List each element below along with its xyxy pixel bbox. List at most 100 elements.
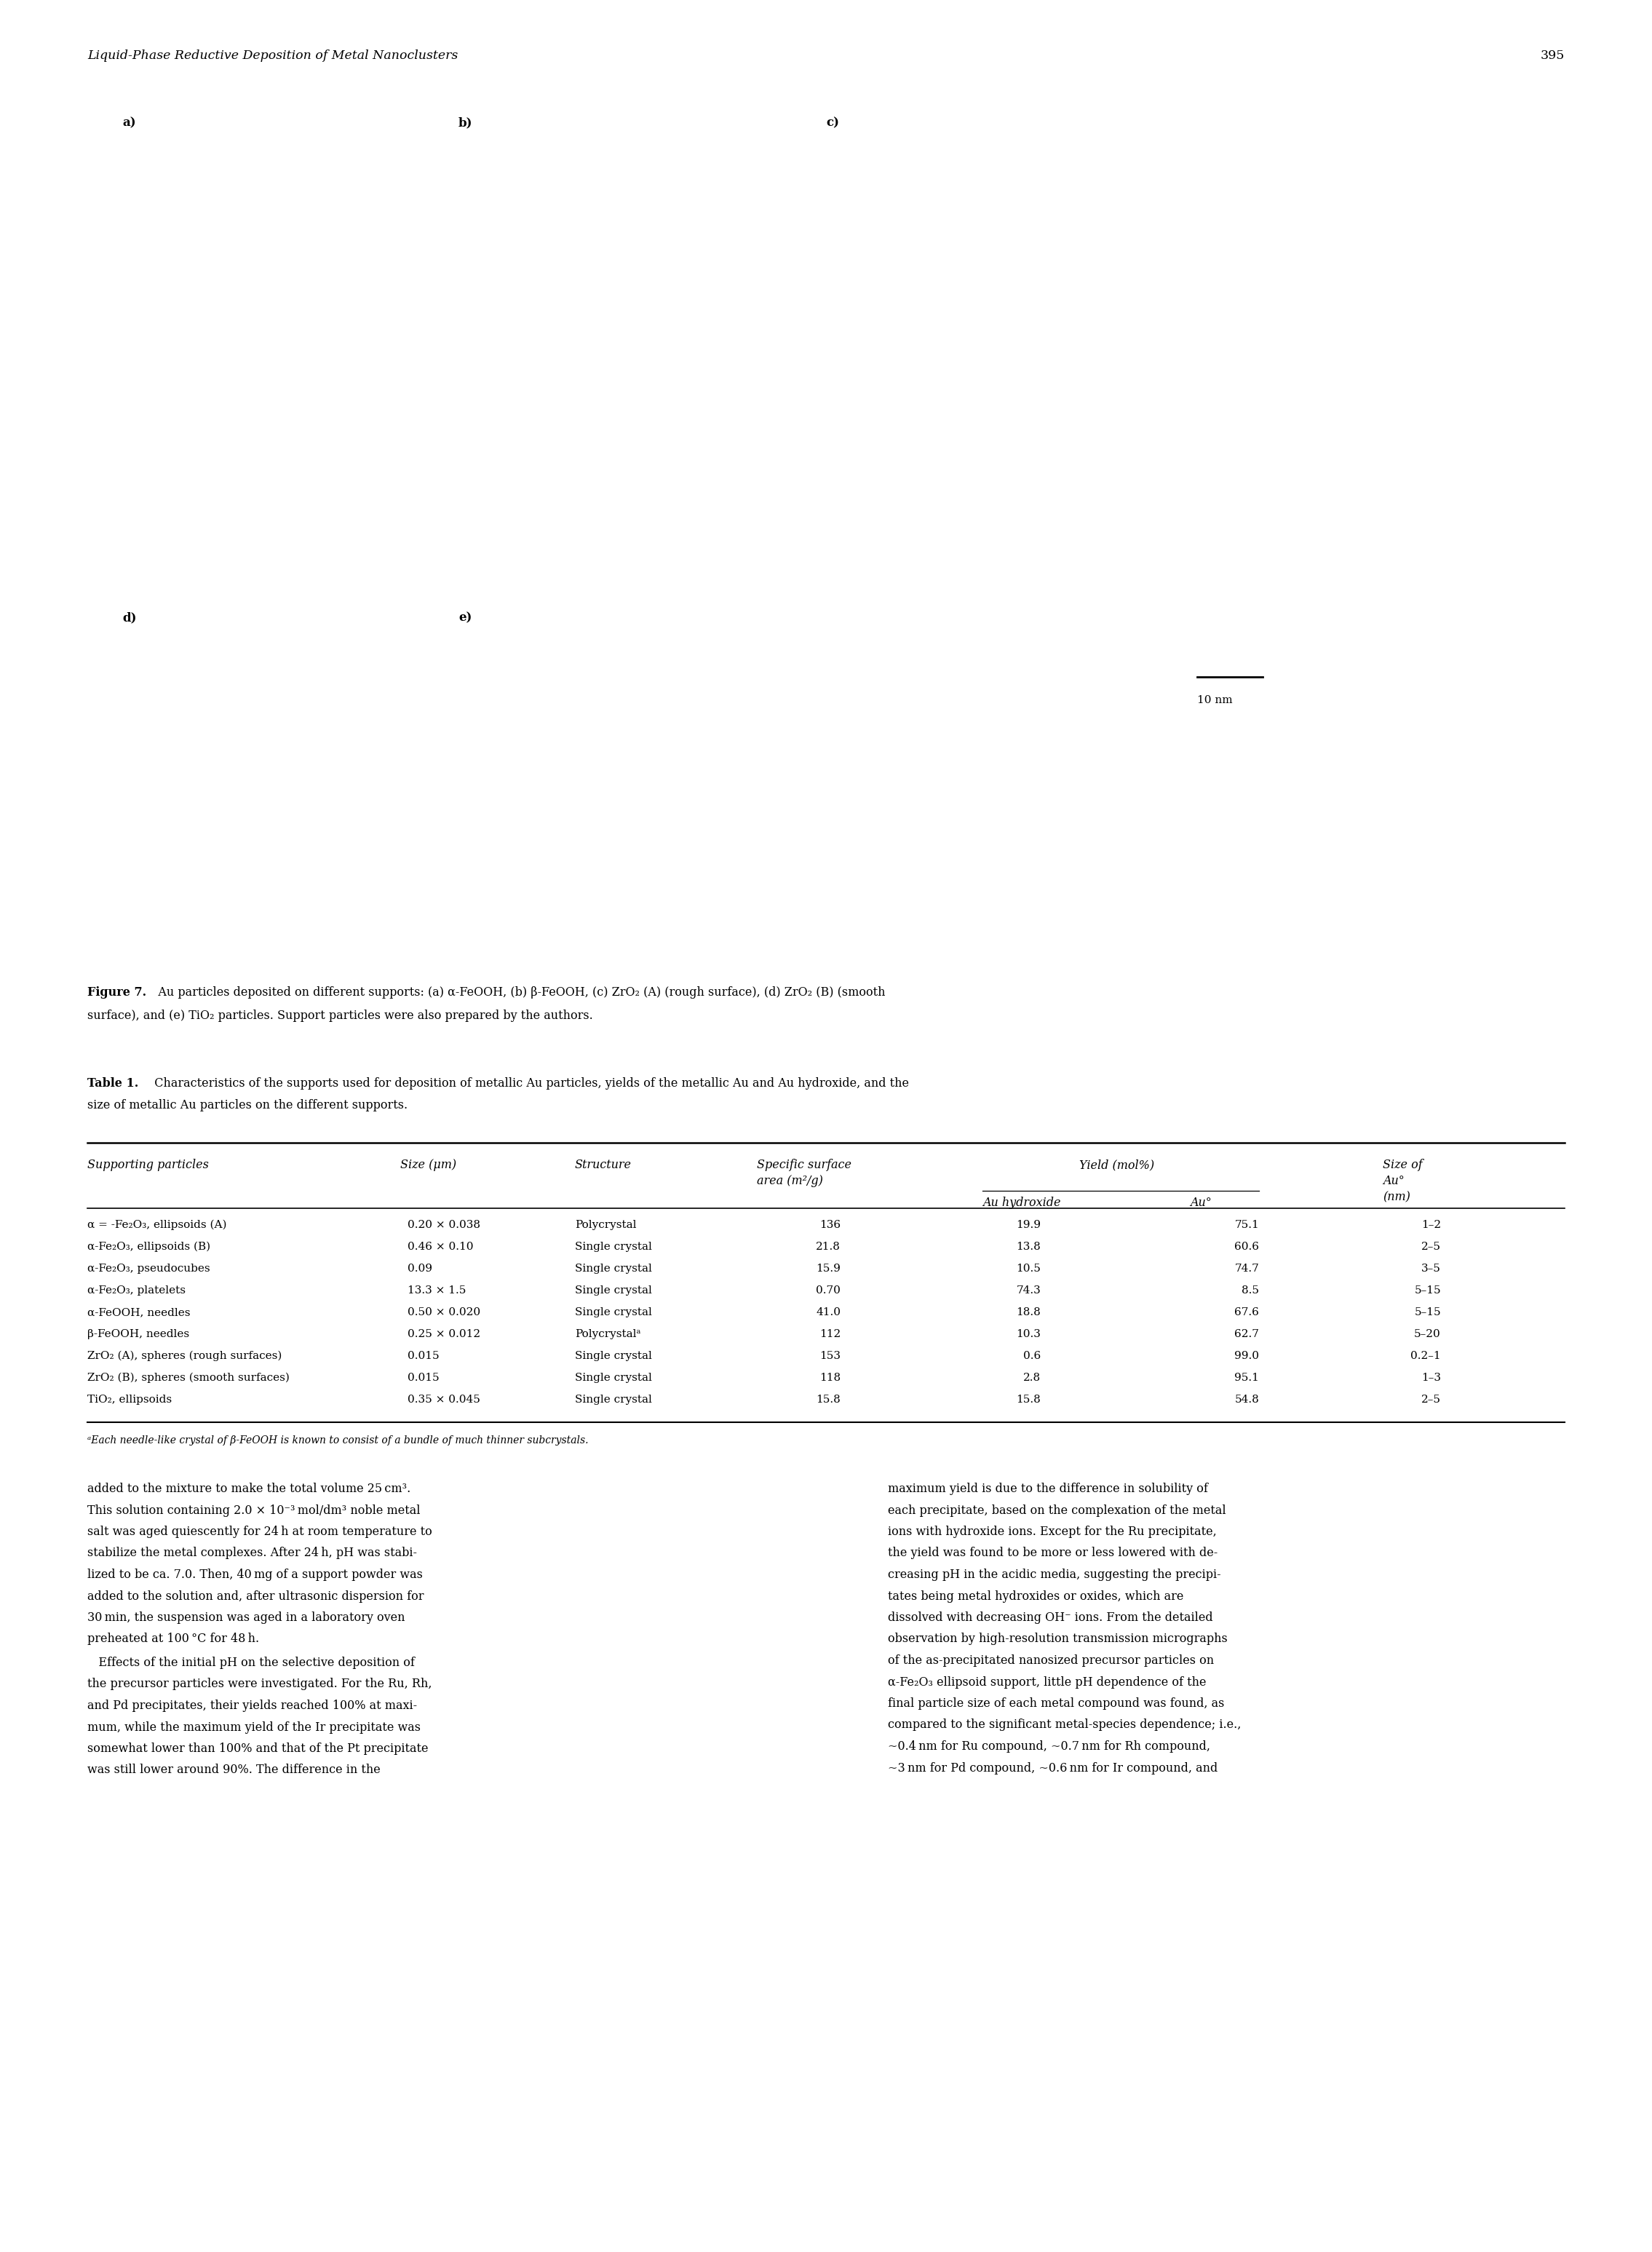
Text: 95.1: 95.1 — [1234, 1374, 1259, 1383]
Text: 0.46 × 0.10: 0.46 × 0.10 — [408, 1241, 474, 1252]
Text: size of metallic Au particles on the different supports.: size of metallic Au particles on the dif… — [88, 1099, 408, 1112]
Text: Single crystal: Single crystal — [575, 1241, 653, 1252]
Text: 2–5: 2–5 — [1421, 1241, 1441, 1252]
Text: ~3 nm for Pd compound, ~0.6 nm for Ir compound, and: ~3 nm for Pd compound, ~0.6 nm for Ir co… — [887, 1761, 1218, 1775]
Text: 112: 112 — [819, 1329, 841, 1340]
Text: stabilize the metal complexes. After 24 h, pH was stabi-: stabilize the metal complexes. After 24 … — [88, 1547, 416, 1558]
Text: 0.015: 0.015 — [408, 1374, 439, 1383]
Text: 10.5: 10.5 — [1016, 1263, 1041, 1275]
Text: ᵃEach needle-like crystal of β-FeOOH is known to consist of a bundle of much thi: ᵃEach needle-like crystal of β-FeOOH is … — [88, 1435, 588, 1446]
Text: Effects of the initial pH on the selective deposition of: Effects of the initial pH on the selecti… — [88, 1657, 415, 1669]
Text: 74.3: 74.3 — [1016, 1286, 1041, 1295]
Text: observation by high-resolution transmission micrographs: observation by high-resolution transmiss… — [887, 1633, 1227, 1646]
Text: α-Fe₂O₃, pseudocubes: α-Fe₂O₃, pseudocubes — [88, 1263, 210, 1275]
Text: each precipitate, based on the complexation of the metal: each precipitate, based on the complexat… — [887, 1504, 1226, 1516]
Text: 15.8: 15.8 — [1016, 1394, 1041, 1405]
Text: added to the solution and, after ultrasonic dispersion for: added to the solution and, after ultraso… — [88, 1590, 425, 1603]
Text: 0.015: 0.015 — [408, 1351, 439, 1360]
Text: α = -Fe₂O₃, ellipsoids (A): α = -Fe₂O₃, ellipsoids (A) — [88, 1221, 226, 1230]
Text: Liquid-Phase Reductive Deposition of Metal Nanoclusters: Liquid-Phase Reductive Deposition of Met… — [88, 50, 458, 61]
Text: 41.0: 41.0 — [816, 1306, 841, 1317]
Text: 0.2–1: 0.2–1 — [1411, 1351, 1441, 1360]
Text: 0.25 × 0.012: 0.25 × 0.012 — [408, 1329, 481, 1340]
Text: Yield (mol%): Yield (mol%) — [1079, 1160, 1155, 1171]
Text: compared to the significant metal-species dependence; i.e.,: compared to the significant metal-specie… — [887, 1718, 1241, 1732]
Text: maximum yield is due to the difference in solubility of: maximum yield is due to the difference i… — [887, 1482, 1208, 1495]
Text: TiO₂, ellipsoids: TiO₂, ellipsoids — [88, 1394, 172, 1405]
Text: Polycrystal: Polycrystal — [575, 1221, 636, 1230]
Text: ~0.4 nm for Ru compound, ~0.7 nm for Rh compound,: ~0.4 nm for Ru compound, ~0.7 nm for Rh … — [887, 1741, 1211, 1752]
Text: of the as-precipitated nanosized precursor particles on: of the as-precipitated nanosized precurs… — [887, 1655, 1214, 1666]
Text: the precursor particles were investigated. For the Ru, Rh,: the precursor particles were investigate… — [88, 1678, 431, 1691]
Text: b): b) — [459, 117, 472, 128]
Text: 0.50 × 0.020: 0.50 × 0.020 — [408, 1306, 481, 1317]
Text: Single crystal: Single crystal — [575, 1286, 653, 1295]
Text: creasing pH in the acidic media, suggesting the precipi-: creasing pH in the acidic media, suggest… — [887, 1570, 1221, 1581]
Text: 0.09: 0.09 — [408, 1263, 433, 1275]
Text: Au°: Au° — [1383, 1176, 1404, 1187]
Text: salt was aged quiescently for 24 h at room temperature to: salt was aged quiescently for 24 h at ro… — [88, 1525, 433, 1538]
Text: a): a) — [122, 117, 135, 128]
Text: Au hydroxide: Au hydroxide — [983, 1196, 1061, 1209]
Text: Single crystal: Single crystal — [575, 1351, 653, 1360]
Text: Size of: Size of — [1383, 1160, 1422, 1171]
Text: 10 nm: 10 nm — [1198, 696, 1232, 705]
Text: 153: 153 — [819, 1351, 841, 1360]
Text: d): d) — [122, 610, 137, 624]
Text: 19.9: 19.9 — [1016, 1221, 1041, 1230]
Text: 395: 395 — [1540, 50, 1564, 61]
Text: 0.35 × 0.045: 0.35 × 0.045 — [408, 1394, 481, 1405]
Text: 18.8: 18.8 — [1016, 1306, 1041, 1317]
Text: 21.8: 21.8 — [816, 1241, 841, 1252]
Text: 5–15: 5–15 — [1414, 1306, 1441, 1317]
Text: mum, while the maximum yield of the Ir precipitate was: mum, while the maximum yield of the Ir p… — [88, 1721, 421, 1734]
Text: 8.5: 8.5 — [1242, 1286, 1259, 1295]
Text: 118: 118 — [819, 1374, 841, 1383]
Text: Single crystal: Single crystal — [575, 1394, 653, 1405]
Text: Characteristics of the supports used for deposition of metallic Au particles, yi: Characteristics of the supports used for… — [147, 1076, 909, 1090]
Text: 136: 136 — [819, 1221, 841, 1230]
Text: (nm): (nm) — [1383, 1191, 1411, 1203]
Text: surface), and (e) TiO₂ particles. Support particles were also prepared by the au: surface), and (e) TiO₂ particles. Suppor… — [88, 1009, 593, 1022]
Text: α-Fe₂O₃ ellipsoid support, little pH dependence of the: α-Fe₂O₃ ellipsoid support, little pH dep… — [887, 1675, 1206, 1689]
Text: 10.3: 10.3 — [1016, 1329, 1041, 1340]
Text: Polycrystalᵃ: Polycrystalᵃ — [575, 1329, 641, 1340]
Text: α-FeOOH, needles: α-FeOOH, needles — [88, 1306, 190, 1317]
Text: β-FeOOH, needles: β-FeOOH, needles — [88, 1329, 190, 1340]
Text: Table 1.: Table 1. — [88, 1076, 139, 1090]
Text: 2–5: 2–5 — [1421, 1394, 1441, 1405]
Text: c): c) — [826, 117, 839, 128]
Text: α-Fe₂O₃, platelets: α-Fe₂O₃, platelets — [88, 1286, 185, 1295]
Text: Specific surface: Specific surface — [757, 1160, 851, 1171]
Text: the yield was found to be more or less lowered with de-: the yield was found to be more or less l… — [887, 1547, 1218, 1558]
Text: 1–3: 1–3 — [1421, 1374, 1441, 1383]
Text: 74.7: 74.7 — [1234, 1263, 1259, 1275]
Text: 15.9: 15.9 — [816, 1263, 841, 1275]
Text: tates being metal hydroxides or oxides, which are: tates being metal hydroxides or oxides, … — [887, 1590, 1183, 1603]
Text: 62.7: 62.7 — [1234, 1329, 1259, 1340]
Text: added to the mixture to make the total volume 25 cm³.: added to the mixture to make the total v… — [88, 1482, 411, 1495]
Text: 0.20 × 0.038: 0.20 × 0.038 — [408, 1221, 481, 1230]
Text: 99.0: 99.0 — [1234, 1351, 1259, 1360]
Text: Supporting particles: Supporting particles — [88, 1160, 208, 1171]
Text: 2.8: 2.8 — [1023, 1374, 1041, 1383]
Text: ZrO₂ (A), spheres (rough surfaces): ZrO₂ (A), spheres (rough surfaces) — [88, 1351, 282, 1362]
Text: 15.8: 15.8 — [816, 1394, 841, 1405]
Text: area (m²/g): area (m²/g) — [757, 1176, 823, 1187]
Text: Au°: Au° — [1189, 1196, 1211, 1209]
Text: Figure 7.: Figure 7. — [88, 986, 147, 998]
Text: final particle size of each metal compound was found, as: final particle size of each metal compou… — [887, 1698, 1224, 1709]
Text: Au particles deposited on different supports: (a) α-FeOOH, (b) β-FeOOH, (c) ZrO₂: Au particles deposited on different supp… — [147, 986, 885, 998]
Text: 75.1: 75.1 — [1234, 1221, 1259, 1230]
Text: ions with hydroxide ions. Except for the Ru precipitate,: ions with hydroxide ions. Except for the… — [887, 1525, 1216, 1538]
Text: preheated at 100 °C for 48 h.: preheated at 100 °C for 48 h. — [88, 1633, 259, 1646]
Text: This solution containing 2.0 × 10⁻³ mol/dm³ noble metal: This solution containing 2.0 × 10⁻³ mol/… — [88, 1504, 420, 1516]
Text: 5–20: 5–20 — [1414, 1329, 1441, 1340]
Text: Single crystal: Single crystal — [575, 1306, 653, 1317]
Text: Single crystal: Single crystal — [575, 1263, 653, 1275]
Text: dissolved with decreasing OH⁻ ions. From the detailed: dissolved with decreasing OH⁻ ions. From… — [887, 1612, 1213, 1624]
Text: was still lower around 90%. The difference in the: was still lower around 90%. The differen… — [88, 1763, 380, 1777]
Text: 67.6: 67.6 — [1234, 1306, 1259, 1317]
Text: Single crystal: Single crystal — [575, 1374, 653, 1383]
Text: 30 min, the suspension was aged in a laboratory oven: 30 min, the suspension was aged in a lab… — [88, 1612, 405, 1624]
